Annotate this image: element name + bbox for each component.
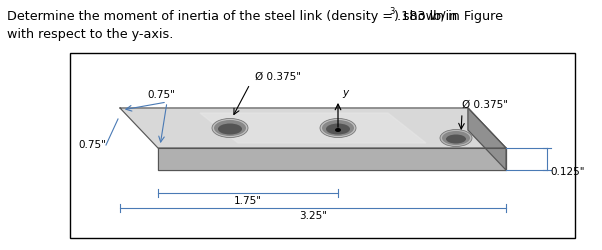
Text: 0.125": 0.125" [550, 167, 585, 177]
Text: 3: 3 [389, 7, 394, 16]
Ellipse shape [446, 134, 466, 143]
Text: 0.75": 0.75" [78, 140, 106, 150]
Ellipse shape [326, 124, 350, 134]
Text: ) shown in Figure: ) shown in Figure [394, 10, 503, 23]
Ellipse shape [322, 120, 354, 136]
Text: 0.75": 0.75" [147, 90, 175, 100]
Ellipse shape [214, 120, 246, 136]
Bar [70, 53, 575, 238]
Ellipse shape [335, 128, 341, 132]
Ellipse shape [320, 118, 356, 138]
Ellipse shape [442, 131, 470, 145]
Ellipse shape [212, 118, 248, 138]
Polygon shape [120, 108, 506, 148]
Text: 3.25": 3.25" [299, 211, 327, 221]
Text: y: y [342, 88, 348, 98]
Text: 1.75": 1.75" [234, 196, 262, 206]
Text: Ø 0.375": Ø 0.375" [255, 72, 301, 82]
Polygon shape [468, 108, 506, 170]
Polygon shape [158, 148, 506, 170]
Text: with respect to the y-axis.: with respect to the y-axis. [7, 28, 173, 41]
Polygon shape [200, 113, 426, 143]
Ellipse shape [218, 124, 242, 134]
Ellipse shape [440, 130, 472, 146]
Text: Determine the moment of inertia of the steel link (density = .183 lb/in: Determine the moment of inertia of the s… [7, 10, 458, 23]
Text: Ø 0.375": Ø 0.375" [462, 100, 508, 110]
